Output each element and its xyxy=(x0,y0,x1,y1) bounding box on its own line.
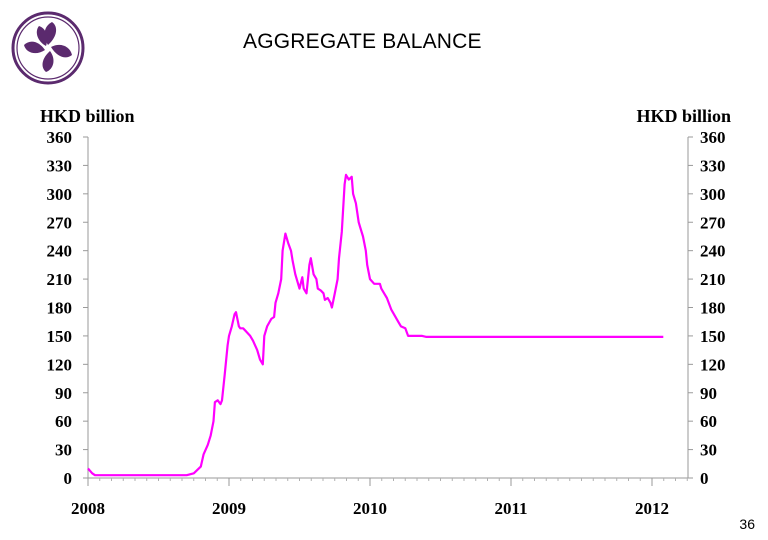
y-tick-label-left: 300 xyxy=(47,185,73,204)
y-tick-label-right: 270 xyxy=(700,213,726,232)
y-axis-label-right: HKD billion xyxy=(636,106,731,126)
y-tick-label-left: 180 xyxy=(47,299,73,318)
x-ticks: 2008 2009 2010 2011 2012 xyxy=(71,478,688,518)
y-tick-label-right: 150 xyxy=(700,327,726,346)
y-tick-label-right: 60 xyxy=(700,412,717,431)
y-tick-label-left: 360 xyxy=(47,128,73,147)
chart-axes xyxy=(87,137,689,479)
y-tick-label-left: 150 xyxy=(47,327,73,346)
x-tick-label: 2011 xyxy=(494,499,527,518)
y-tick-label-right: 30 xyxy=(700,441,717,460)
y-tick-label-right: 330 xyxy=(700,156,726,175)
series-line-aggregate-balance xyxy=(87,173,664,477)
bauhinia-flower-logo-icon xyxy=(11,11,85,85)
x-tick-label: 2009 xyxy=(212,499,246,518)
hkma-logo xyxy=(11,11,85,85)
slide-title: AGGREGATE BALANCE xyxy=(243,30,482,53)
series-group xyxy=(87,173,664,477)
y-tick-label-left: 60 xyxy=(55,412,72,431)
y-ticks-left: 0 30 60 90 120 150 180 210 240 270 300 330 360 xyxy=(47,128,88,488)
y-tick-label-left: 330 xyxy=(47,156,73,175)
y-tick-label-right: 180 xyxy=(700,299,726,318)
y-tick-label-right: 0 xyxy=(700,469,709,488)
x-tick-label: 2010 xyxy=(353,499,387,518)
y-axis-label-left: HKD billion xyxy=(40,106,135,126)
y-tick-label-right: 360 xyxy=(700,128,726,147)
y-tick-label-left: 240 xyxy=(47,242,73,261)
x-tick-label: 2012 xyxy=(635,499,669,518)
y-tick-label-right: 120 xyxy=(700,355,726,374)
y-tick-label-left: 120 xyxy=(47,355,73,374)
y-tick-label-left: 0 xyxy=(64,469,73,488)
y-tick-label-right: 240 xyxy=(700,242,726,261)
y-tick-label-right: 210 xyxy=(700,270,726,289)
y-tick-label-left: 30 xyxy=(55,441,72,460)
y-tick-label-left: 90 xyxy=(55,384,72,403)
y-tick-label-left: 210 xyxy=(47,270,73,289)
y-ticks-right: 0 30 60 90 120 150 180 210 240 270 300 330 360 xyxy=(688,128,726,488)
x-tick-label: 2008 xyxy=(71,499,105,518)
y-tick-label-right: 300 xyxy=(700,185,726,204)
y-tick-label-left: 270 xyxy=(47,213,73,232)
page-number: 36 xyxy=(739,516,755,532)
y-tick-label-right: 90 xyxy=(700,384,717,403)
